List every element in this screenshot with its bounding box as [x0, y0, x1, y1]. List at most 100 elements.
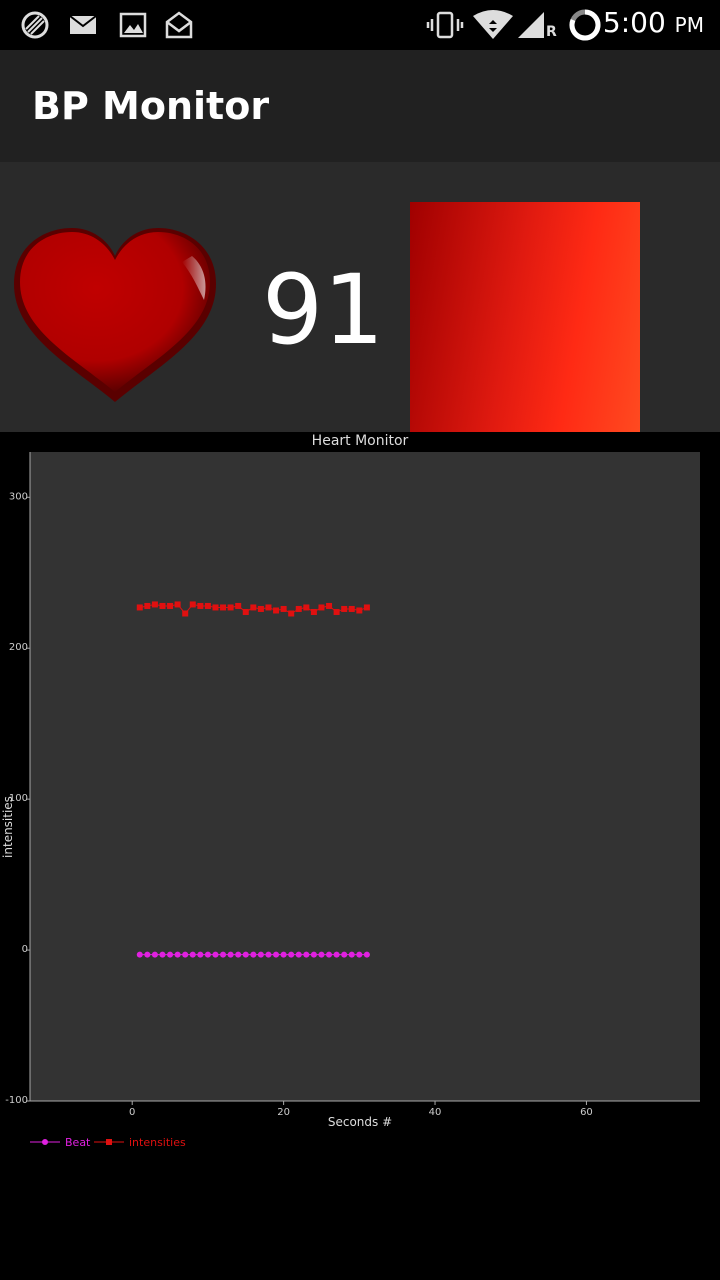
intensities-point [242, 608, 249, 615]
y-tick-label: 300 [9, 491, 28, 502]
beat-point [295, 951, 302, 958]
beat-point [182, 951, 189, 958]
envelope-open-icon [165, 11, 193, 39]
vibrate-icon [426, 11, 464, 39]
intensities-point [212, 604, 219, 611]
intensities-point [144, 602, 151, 609]
y-tick-label: -100 [5, 1095, 28, 1106]
chart-title: Heart Monitor [311, 433, 409, 449]
status-time-ampm: PM [674, 13, 704, 37]
intensities-point [235, 602, 242, 609]
intensities-point [220, 604, 227, 611]
beat-point [144, 951, 151, 958]
intensities-point [288, 610, 295, 617]
legend-marker-intensities [106, 1139, 112, 1145]
beat-point [204, 951, 211, 958]
beat-point [189, 951, 196, 958]
beat-point [220, 951, 227, 958]
intensities-point [310, 608, 317, 615]
beat-point [235, 951, 242, 958]
y-axis-label: intensities [1, 796, 15, 858]
intensities-point [151, 601, 158, 608]
beat-point [326, 951, 333, 958]
beat-point [348, 951, 355, 958]
x-tick-label: 20 [277, 1107, 290, 1118]
beat-point [250, 951, 257, 958]
intensities-point [174, 601, 181, 608]
y-tick-label: 100 [9, 793, 28, 804]
intensities-point [265, 604, 272, 611]
intensities-point [250, 604, 257, 611]
intensities-point [189, 601, 196, 608]
battery-icon [569, 9, 601, 41]
intensities-point [356, 607, 363, 614]
legend-label-beat: Beat [65, 1136, 91, 1149]
beat-point [273, 951, 280, 958]
intensities-point [227, 604, 234, 611]
beat-point [167, 951, 174, 958]
chart-legend: Beat intensities [30, 1136, 186, 1149]
beat-point [318, 951, 325, 958]
intensities-point [280, 605, 287, 612]
plot-area [30, 452, 700, 1101]
beat-point [136, 951, 143, 958]
beat-point [159, 951, 166, 958]
x-tick-label: 0 [129, 1107, 135, 1118]
mail-icon [69, 15, 97, 34]
x-tick-label: 60 [580, 1107, 593, 1118]
intensities-point [333, 608, 340, 615]
status-time-value: 5:00 [602, 6, 666, 39]
clock-app-icon [21, 11, 49, 39]
beat-point [333, 951, 340, 958]
beat-point [280, 951, 287, 958]
app-bar: BP Monitor [0, 50, 720, 162]
heart-rate-value: 91 [262, 254, 385, 366]
intensities-point [295, 605, 302, 612]
beat-point [310, 951, 317, 958]
beat-point [257, 951, 264, 958]
beat-point [151, 951, 158, 958]
intensities-point [348, 605, 355, 612]
intensities-point [197, 602, 204, 609]
y-tick-label: 200 [9, 642, 28, 653]
intensities-point [159, 602, 166, 609]
heart-monitor-chart: Heart Monitor -100 0 100 200 300 0 20 40 60 Sec… [0, 432, 720, 1280]
intensities-point [273, 607, 280, 614]
intensities-point [136, 604, 143, 611]
intensities-point [167, 602, 174, 609]
status-time: 5:00 PM [603, 6, 704, 39]
roaming-indicator: R [546, 24, 557, 40]
app-title: BP Monitor [32, 84, 270, 128]
image-icon [119, 12, 147, 38]
signal-icon [518, 12, 544, 38]
beat-point [174, 951, 181, 958]
intensities-point [257, 605, 264, 612]
beat-point [363, 951, 370, 958]
intensities-point [318, 604, 325, 611]
chart-svg: -100 0 100 200 300 0 20 40 60 Seconds # intensi… [1, 452, 700, 1149]
beat-point [288, 951, 295, 958]
status-bar: R 5:00 PM [0, 0, 720, 50]
beat-point [356, 951, 363, 958]
beat-point [197, 951, 204, 958]
intensities-point [363, 604, 370, 611]
intensities-point [303, 604, 310, 611]
beat-point [227, 951, 234, 958]
x-tick-label: 40 [429, 1107, 442, 1118]
beat-point [341, 951, 348, 958]
intensities-point [326, 602, 333, 609]
beat-point [242, 951, 249, 958]
beat-point [212, 951, 219, 958]
x-axis-label: Seconds # [328, 1115, 392, 1129]
beat-point [303, 951, 310, 958]
legend-marker-beat [42, 1139, 48, 1145]
intensities-point [182, 610, 189, 617]
intensities-point [204, 602, 211, 609]
wifi-icon [473, 10, 513, 39]
beat-point [265, 951, 272, 958]
monitor-panel: 91 [0, 162, 720, 432]
y-tick-label: 0 [22, 944, 28, 955]
legend-label-intensities: intensities [129, 1136, 186, 1149]
color-swatch [410, 202, 640, 432]
heart-icon [14, 228, 216, 402]
